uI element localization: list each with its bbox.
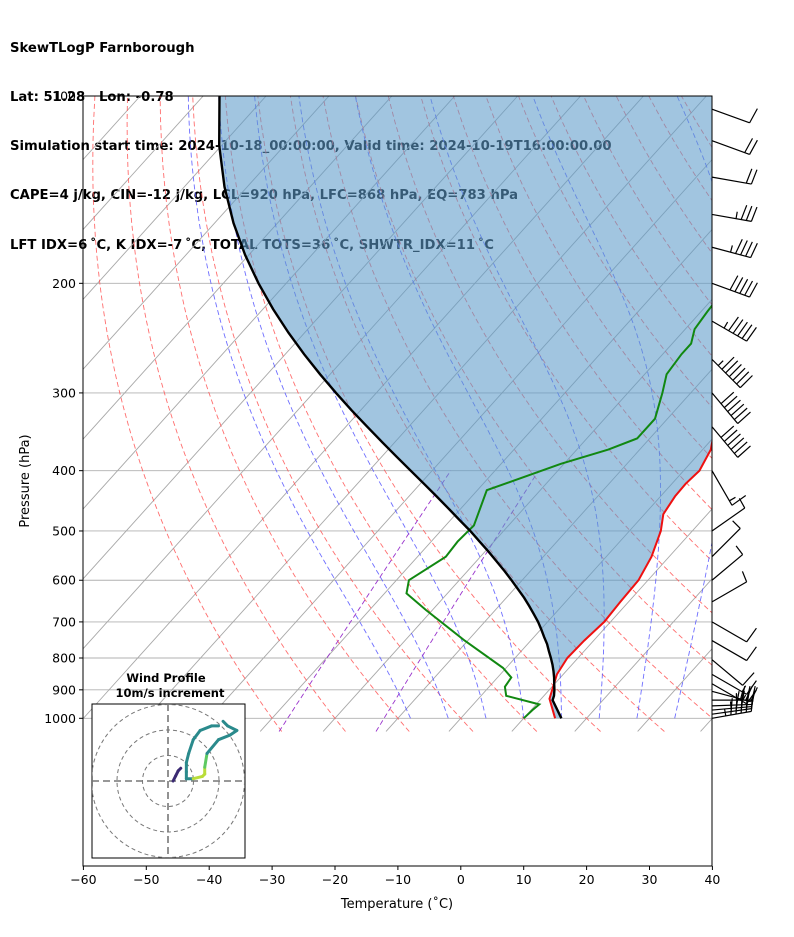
dry-adiabat (387, 96, 712, 614)
y-tick-label: 500 (52, 523, 76, 538)
wind-barb (711, 621, 757, 643)
isotherm-line (0, 96, 77, 731)
cape-area (219, 96, 712, 719)
x-tick-label: 30 (642, 872, 658, 887)
wind-barb (711, 683, 757, 705)
wind-barb (711, 659, 755, 686)
isotherm-line (511, 508, 712, 732)
y-tick-label: 400 (52, 463, 76, 478)
hodograph-segment (203, 751, 209, 769)
axes: −60 −50 −40 −30 −20 −10 0 10 20 30 40 100 200 300 400 5… (44, 89, 720, 888)
x-tick-label: −40 (196, 872, 222, 887)
location-line: Lat: 51.28 Lon: -0.78 (10, 90, 174, 106)
moist-adiabat (674, 96, 712, 719)
hodograph-segment (226, 724, 239, 733)
isotherm-line (83, 96, 204, 231)
isotherm-line (83, 96, 267, 301)
x-tick-label: −10 (385, 872, 411, 887)
y-tick-label: 700 (52, 614, 76, 629)
x-tick-label: −60 (70, 872, 96, 887)
y-tick-label: 300 (52, 385, 76, 400)
hodograph-segment (191, 729, 202, 742)
cape-fill (219, 96, 712, 719)
y-tick-label: 200 (52, 276, 76, 291)
hodograph-segment (205, 738, 220, 755)
wind-barb (711, 168, 758, 185)
hodograph-segment (221, 719, 230, 728)
wind-barb (711, 520, 741, 558)
x-tick-label: 10 (516, 872, 532, 887)
dry-adiabat (159, 96, 410, 732)
dry-adiabat (192, 96, 474, 732)
profile-lines (217, 96, 712, 720)
wind-barb (711, 205, 758, 222)
dewpoint-line (405, 304, 712, 720)
hodograph-segment (216, 733, 232, 742)
y-tick-label: 1000 (44, 711, 76, 726)
hodograph-segment (176, 766, 183, 773)
mixing-ratio-line (278, 470, 452, 732)
y-tick-label: 900 (52, 682, 76, 697)
hodograph-segment (198, 724, 214, 733)
wind-barb (711, 138, 758, 155)
wind-barbs (711, 108, 758, 719)
temperature-line (548, 437, 712, 719)
isotherm-line (574, 578, 712, 732)
x-axis-label: Temperature (˚C) (340, 896, 453, 912)
wind-barb (711, 498, 746, 532)
dry-adiabat (779, 96, 794, 732)
y-tick-label: 100 (52, 89, 76, 104)
wind-barb (711, 275, 758, 298)
x-tick-label: −30 (259, 872, 285, 887)
wind-barb (711, 425, 751, 458)
parcel-line (217, 96, 563, 719)
wind-barb (711, 238, 758, 259)
wind-barb (711, 571, 748, 603)
x-tick-label: 40 (704, 872, 720, 887)
chart-title: SkewTLogP Farnborough (10, 40, 195, 56)
wind-barb (711, 108, 758, 124)
dry-adiabat (224, 96, 538, 732)
dry-adiabat (92, 96, 283, 732)
hodograph-segment (187, 738, 195, 755)
x-tick-label: 0 (457, 872, 465, 887)
dry-adiabat (126, 96, 346, 732)
inset-title: Wind Profile (126, 671, 206, 685)
wind-barb (711, 391, 751, 425)
isotherm-line (0, 96, 14, 731)
inset-subtitle: 10m/s increment (116, 686, 225, 700)
hodograph-segment (184, 751, 191, 765)
mixing-ratio-line (375, 470, 539, 732)
dry-adiabat (747, 96, 794, 732)
moist-adiabat (187, 96, 411, 719)
x-tick-label: 20 (579, 872, 595, 887)
isotherm-line (83, 96, 141, 161)
y-tick-label: 800 (52, 650, 76, 665)
wind-barb (711, 470, 747, 506)
hodograph-segment (191, 774, 204, 781)
x-tick-label: −20 (322, 872, 348, 887)
moist-adiabat (218, 96, 449, 719)
wind-barb (711, 673, 757, 695)
isotherm-line (700, 718, 712, 732)
x-tick-label: −50 (133, 872, 159, 887)
wind-barb (711, 640, 757, 662)
wind-barb (711, 316, 757, 342)
wind-barb (711, 356, 753, 389)
y-axis-label: Pressure (hPa) (18, 434, 33, 527)
wind-barb (711, 545, 744, 581)
isotherm-line (763, 96, 794, 731)
dry-adiabat (714, 96, 794, 732)
y-tick-label: 600 (52, 573, 76, 588)
